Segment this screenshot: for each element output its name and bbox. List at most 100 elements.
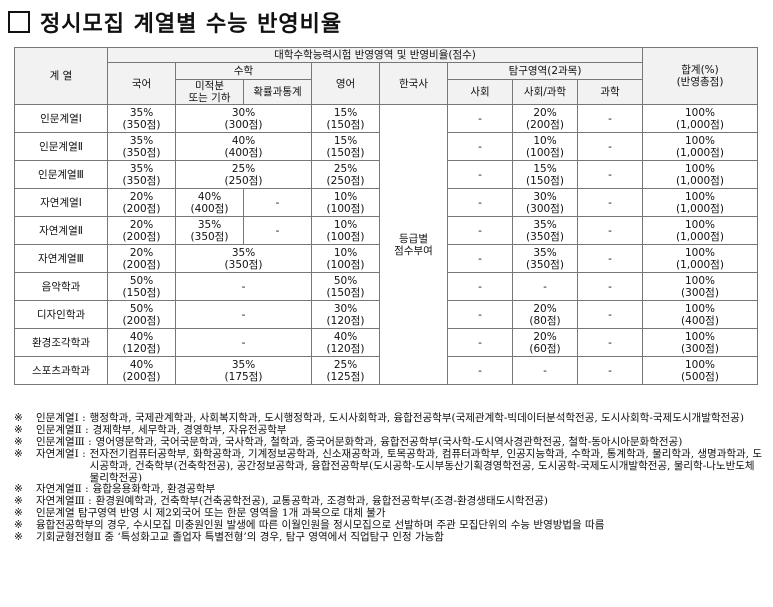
cell-social: - xyxy=(447,300,513,329)
cell-science: - xyxy=(577,104,643,133)
header-total: 합계(%) (반영총점) xyxy=(642,47,758,105)
cell-total: 100% (400점) xyxy=(642,300,758,329)
note-mark-icon: ※ xyxy=(14,412,23,424)
note-item: ※ 자연계열Ⅰ : 전자전기컴퓨터공학부, 화학공학과, 기계정보공학과, 신소재공… xyxy=(14,447,764,485)
cell-total: 100% (1,000점) xyxy=(642,132,758,161)
cell-total: 100% (500점) xyxy=(642,356,758,385)
cell-group: 인문계열Ⅱ xyxy=(14,132,108,161)
header-science: 과학 xyxy=(577,79,643,105)
cell-group: 스포츠과학과 xyxy=(14,356,108,385)
cell-social: - xyxy=(447,188,513,217)
cell-group: 디자인학과 xyxy=(14,300,108,329)
cell-social-sci: 35% (350점) xyxy=(512,244,578,273)
cell-total: 100% (1,000점) xyxy=(642,188,758,217)
note-mark-icon: ※ xyxy=(14,435,23,448)
ratio-table: 계 열 대학수학능력시험 반영영역 및 반영비율(점수) 합계(%) (반영총점… xyxy=(14,47,758,385)
table-row: 인문계열Ⅱ 35% (350점) 40% (400점) 15% (150점) -10% … xyxy=(14,132,758,161)
cell-group: 음악학과 xyxy=(14,272,108,301)
cell-social-sci: 20% (200점) xyxy=(512,104,578,133)
note-label: 인문계열Ⅱ : xyxy=(36,423,89,436)
cell-social: - xyxy=(447,216,513,245)
cell-english: 25% (250점) xyxy=(311,160,380,189)
cell-science: - xyxy=(577,272,643,301)
cell-korean: 35% (350점) xyxy=(107,160,176,189)
note-label: 인문계열Ⅲ : xyxy=(36,435,92,448)
cell-math-a: 35% (350점) xyxy=(175,216,244,245)
note-label: 자연계열Ⅱ : xyxy=(36,483,89,496)
cell-english: 10% (100점) xyxy=(311,216,380,245)
cell-math-b: - xyxy=(243,216,312,245)
note-item: ※ 인문계열Ⅱ : 경제학부, 세무학과, 경영학부, 자유전공학부 xyxy=(14,423,764,437)
note-text: 인문계열 탐구영역 반영 시 제2외국어 또는 한문 영역을 1개 과목으로 대… xyxy=(36,507,386,520)
cell-korean: 35% (350점) xyxy=(107,104,176,133)
header-math-b: 확률과통계 xyxy=(243,79,312,105)
cell-science: - xyxy=(577,216,643,245)
note-text: 융합응용화학과, 환경공학부 xyxy=(92,483,216,496)
cell-science: - xyxy=(577,356,643,385)
note-item: ※ 인문계열 탐구영역 반영 시 제2외국어 또는 한문 영역을 1개 과목으로 … xyxy=(14,507,764,520)
cell-science: - xyxy=(577,300,643,329)
cell-math: 25% (250점) xyxy=(175,160,312,189)
cell-science: - xyxy=(577,188,643,217)
cell-korean: 20% (200점) xyxy=(107,244,176,273)
cell-english: 10% (100점) xyxy=(311,244,380,273)
cell-social: - xyxy=(447,272,513,301)
note-label: 자연계열Ⅲ : xyxy=(36,495,92,508)
cell-total: 100% (1,000점) xyxy=(642,160,758,189)
cell-group: 자연계열Ⅲ xyxy=(14,244,108,273)
cell-math: 35% (350점) xyxy=(175,244,312,273)
cell-korean: 50% (150점) xyxy=(107,272,176,301)
header-history: 한국사 xyxy=(379,62,448,105)
cell-math: - xyxy=(175,328,312,357)
cell-social-sci: - xyxy=(512,272,578,301)
cell-english: 40% (120점) xyxy=(311,328,380,357)
cell-english: 15% (150점) xyxy=(311,132,380,161)
cell-korean: 40% (200점) xyxy=(107,356,176,385)
table-row: 음악학과 50% (150점) -50% (150점) - - -100% (300점) xyxy=(14,272,758,301)
cell-group: 인문계열Ⅰ xyxy=(14,104,108,133)
note-mark-icon: ※ xyxy=(14,423,23,436)
header-social: 사회 xyxy=(447,79,513,105)
cell-group: 인문계열Ⅲ xyxy=(14,160,108,189)
cell-math: 30% (300점) xyxy=(175,104,312,133)
note-text: 융합전공학부의 경우, 수시모집 미충원인원 발생에 따른 이월인원을 정시모집… xyxy=(36,519,605,532)
cell-social: - xyxy=(447,244,513,273)
note-mark-icon: ※ xyxy=(14,507,23,520)
header-social-sci: 사회/과학 xyxy=(512,79,578,105)
note-item: ※ 기회균형전형Ⅱ 중 ‘특성화고교 졸업자 특별전형’의 경우, 탐구 영역에서… xyxy=(14,531,764,544)
cell-science: - xyxy=(577,132,643,161)
header-math: 수학 xyxy=(175,62,312,80)
cell-english: 30% (120점) xyxy=(311,300,380,329)
note-text: 환경원예학과, 건축학부(건축공학전공), 교통공학과, 조경학과, 융합전공학… xyxy=(95,495,549,508)
table-row: 자연계열Ⅱ 20% (200점) 35% (350점) -10% (100점) -35%… xyxy=(14,216,758,245)
table-row: 스포츠과학과 40% (200점) 35% (175점) 25% (125점) - - -1… xyxy=(14,356,758,385)
note-text: 행정학과, 국제관계학과, 사회복지학과, 도시행정학과, 도시사회학과, 융합… xyxy=(89,412,744,424)
cell-total: 100% (300점) xyxy=(642,272,758,301)
note-text: 전자전기컴퓨터공학부, 화학공학과, 기계정보공학과, 신소재공학과, 토목공학… xyxy=(89,447,763,484)
page-title-row: 정시모집 계열별 수능 반영비율 xyxy=(8,4,342,40)
header-inquiry: 탐구영역(2과목) xyxy=(447,62,643,80)
cell-math: - xyxy=(175,272,312,301)
note-item: ※ 자연계열Ⅲ : 환경원예학과, 건축학부(건축공학전공), 교통공학과, 조경학… xyxy=(14,495,764,508)
table-row: 인문계열Ⅰ 35% (350점) 30% (300점) 15% (150점) 등급별 점… xyxy=(14,104,758,385)
note-text: 영어영문학과, 국어국문학과, 국사학과, 철학과, 중국어문화학과, 융합전공… xyxy=(95,435,683,448)
cell-science: - xyxy=(577,160,643,189)
cell-group: 환경조각학과 xyxy=(14,328,108,357)
page-title: 정시모집 계열별 수능 반영비율 xyxy=(40,12,343,37)
cell-social-sci: 35% (350점) xyxy=(512,216,578,245)
note-mark-icon: ※ xyxy=(14,495,23,508)
cell-english: 10% (100점) xyxy=(311,188,380,217)
cell-social: - xyxy=(447,356,513,385)
cell-math: 40% (400점) xyxy=(175,132,312,161)
cell-social-sci: 20% (60점) xyxy=(512,328,578,357)
note-item: ※ 자연계열Ⅱ : 융합응용화학과, 환경공학부 xyxy=(14,484,764,496)
note-mark-icon: ※ xyxy=(14,519,23,532)
table-row: 디자인학과 50% (200점) -30% (120점) -20% (80점) -100… xyxy=(14,300,758,329)
cell-total: 100% (1,000점) xyxy=(642,244,758,273)
header-english: 영어 xyxy=(311,62,380,105)
cell-math: - xyxy=(175,300,312,329)
cell-social: - xyxy=(447,132,513,161)
table-row: 자연계열Ⅰ 20% (200점) 40% (400점) -10% (100점) -30%… xyxy=(14,188,758,217)
header-math-a: 미적분 또는 기하 xyxy=(175,79,244,105)
note-mark-icon: ※ xyxy=(14,483,23,496)
